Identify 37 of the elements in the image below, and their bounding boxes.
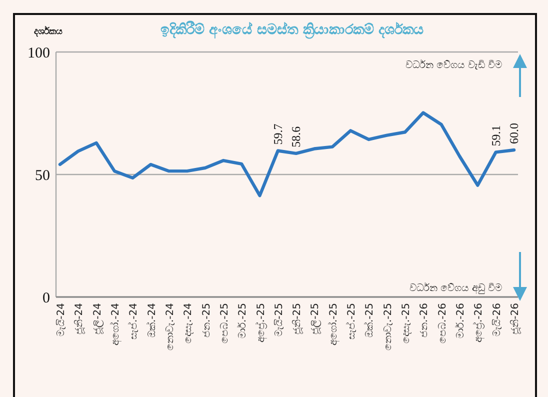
y-tick-label: 100 <box>28 45 50 62</box>
x-tick-label: ජූලි-25 <box>310 303 322 334</box>
x-tick-label: දෙසැ.-25 <box>401 303 412 344</box>
x-tick-label: ජන.-25 <box>201 303 212 338</box>
x-tick-label: සැප්.-24 <box>126 303 140 340</box>
x-tick-label: මැයි-26 <box>492 303 503 336</box>
y-tick-label: 0 <box>42 290 50 306</box>
x-tick-label: ජූනි-26 <box>510 303 521 334</box>
y-tick-label: 50 <box>35 168 50 184</box>
data-label: 59.7 <box>270 124 285 145</box>
x-tick-label: නොවැ.-24 <box>164 303 176 351</box>
y-axis-title: දර්ශකය <box>34 26 63 37</box>
x-tick-label: පෙබ.-25 <box>219 303 230 344</box>
x-tick-label: අප්‍රේ.-25 <box>254 303 267 343</box>
x-tick-label: මාර්.-26 <box>454 303 467 339</box>
x-tick-label: ජන.-26 <box>419 303 430 338</box>
x-tick-label: ජූනි-25 <box>292 303 304 334</box>
data-label: 59.1 <box>488 125 503 146</box>
chart-title: ඉදිකිරීම් අංශයේ සමස්ත ක්‍රියාකාරකම් දර්ශකය <box>160 21 424 40</box>
x-tick-label: ජූලි-24 <box>92 303 104 334</box>
x-tick-label: දෙසැ.-24 <box>183 303 194 344</box>
data-label: 60.0 <box>507 123 521 144</box>
x-tick-label: ජූනි-24 <box>74 303 86 334</box>
x-tick-label: නොවැ.-25 <box>382 303 394 351</box>
annotation: වර්ධන වේගය අඩු වීම <box>409 282 502 294</box>
x-tick-label: පෙබ.-26 <box>437 303 448 344</box>
x-tick-label: අගෝ.-24 <box>108 303 122 346</box>
x-tick-label: අප්‍රේ.-26 <box>472 303 485 343</box>
data-label: 58.6 <box>289 126 304 148</box>
annotation: වර්ධන වේගය වැඩි වීම <box>405 59 502 71</box>
x-tick-label: සැප්.-25 <box>344 303 358 340</box>
x-tick-label: මාර්.-25 <box>236 303 249 339</box>
x-tick-label: ඔක්.-24 <box>144 303 158 338</box>
x-tick-label: මැයි-25 <box>274 303 285 336</box>
x-tick-label: අගෝ.-25 <box>326 303 340 346</box>
x-tick-label: ඔක්.-25 <box>362 303 376 338</box>
x-tick-label: මැයි-24 <box>56 303 67 336</box>
